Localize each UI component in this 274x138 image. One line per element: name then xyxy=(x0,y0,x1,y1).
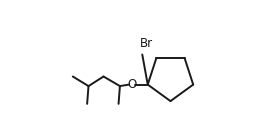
Text: O: O xyxy=(127,78,137,91)
Text: Br: Br xyxy=(140,37,153,50)
